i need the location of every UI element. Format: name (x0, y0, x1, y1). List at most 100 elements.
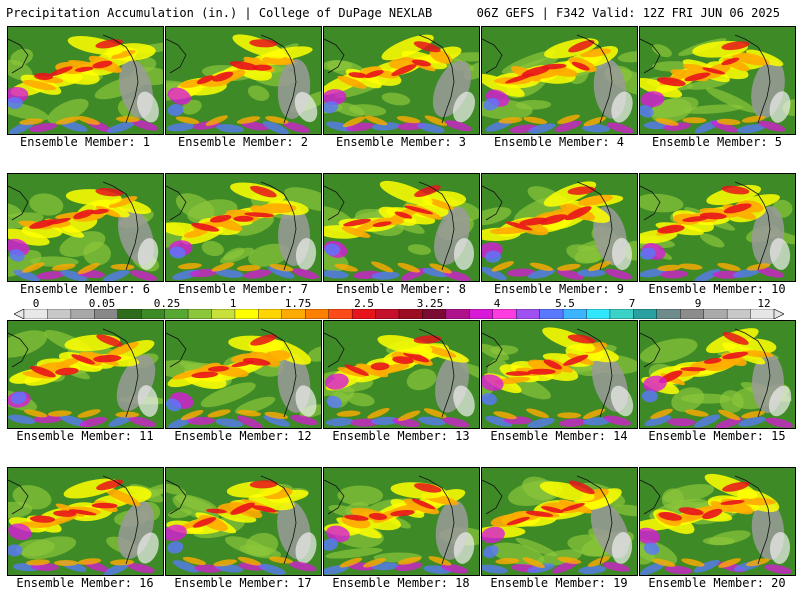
precipitation-map (8, 27, 163, 134)
colorbar-segment (94, 309, 119, 319)
precipitation-map (8, 468, 163, 575)
colorbar-segment (23, 309, 49, 319)
precipitation-map (324, 468, 479, 575)
colorbar-segment (703, 309, 728, 319)
colorbar-segment (117, 309, 142, 319)
ensemble-map-panel (323, 26, 480, 135)
ensemble-map-panel (7, 26, 164, 135)
ensemble-member-label: Ensemble Member: 5 (651, 135, 783, 149)
colorbar-segment (445, 309, 471, 319)
colorbar-segment (187, 309, 213, 319)
precipitation-map (482, 174, 637, 281)
colorbar-segment (726, 309, 752, 319)
ensemble-member-label: Ensemble Member: 10 (648, 282, 786, 296)
precipitation-map (166, 468, 321, 575)
ensemble-map-panel (639, 320, 796, 429)
run-valid-time: 06Z GEFS | F342 Valid: 12Z FRI JUN 06 20… (476, 6, 780, 20)
colorbar-tick-label: 2.5 (354, 297, 374, 310)
ensemble-map-panel (481, 26, 638, 135)
precipitation-map (8, 174, 163, 281)
ensemble-member-label: Ensemble Member: 6 (19, 282, 151, 296)
precipitation-map (640, 468, 795, 575)
ensemble-member-label: Ensemble Member: 13 (332, 429, 470, 443)
colorbar-tick-label: 7 (628, 297, 636, 310)
precipitation-map (324, 174, 479, 281)
ensemble-member-label: Ensemble Member: 14 (490, 429, 628, 443)
ensemble-map-panel (639, 173, 796, 282)
ensemble-member-label: Ensemble Member: 7 (177, 282, 309, 296)
colorbar-tick-label: 1.75 (284, 297, 312, 310)
colorbar-segment (492, 309, 517, 319)
precipitation-map (640, 321, 795, 428)
ensemble-member-label: Ensemble Member: 2 (177, 135, 309, 149)
ensemble-map-panel (7, 467, 164, 576)
ensemble-map-panel (639, 467, 796, 576)
colorbar-segment (562, 309, 588, 319)
colorbar-segment (351, 309, 377, 319)
colorbar-segment (586, 309, 611, 319)
ensemble-member-label: Ensemble Member: 1 (19, 135, 151, 149)
colorbar-tick-label: 3.25 (416, 297, 444, 310)
ensemble-member-label: Ensemble Member: 8 (335, 282, 467, 296)
colorbar-segment (680, 309, 705, 319)
colorbar-tick-label: 0.25 (153, 297, 181, 310)
precipitation-map (166, 174, 321, 281)
colorbar-segment (515, 309, 541, 319)
colorbar-tick-label: 4 (493, 297, 501, 310)
colorbar-segment (633, 309, 658, 319)
ensemble-member-label: Ensemble Member: 19 (490, 576, 628, 590)
ensemble-member-label: Ensemble Member: 18 (332, 576, 470, 590)
ensemble-map-panel (639, 26, 796, 135)
colorbar-segment (258, 309, 283, 319)
ensemble-map-panel (323, 173, 480, 282)
ensemble-member-label: Ensemble Member: 16 (16, 576, 154, 590)
ensemble-map-panel (7, 320, 164, 429)
ensemble-map-panel (481, 173, 638, 282)
ensemble-map-panel (7, 173, 164, 282)
colorbar-segment (539, 309, 564, 319)
colorbar-segment (47, 309, 72, 319)
precipitation-map (640, 27, 795, 134)
ensemble-member-label: Ensemble Member: 4 (493, 135, 625, 149)
colorbar-tick-label: 0.05 (88, 297, 116, 310)
ensemble-member-label: Ensemble Member: 9 (493, 282, 625, 296)
colorbar-segment (422, 309, 447, 319)
colorbar-min-arrow (14, 309, 25, 319)
ensemble-member-label: Ensemble Member: 15 (648, 429, 786, 443)
ensemble-map-panel (323, 320, 480, 429)
ensemble-member-label: Ensemble Member: 3 (335, 135, 467, 149)
colorbar-tick-label: 5.5 (555, 297, 575, 310)
colorbar-tick-label: 1 (229, 297, 237, 310)
colorbar-segment (656, 309, 681, 319)
precipitation-map (166, 27, 321, 134)
colorbar-tick-label: 0 (32, 297, 40, 310)
colorbar-segment (375, 309, 400, 319)
colorbar-segment (164, 309, 189, 319)
colorbar-segment (328, 309, 353, 319)
colorbar-segment (281, 309, 306, 319)
ensemble-map-panel (165, 26, 322, 135)
ensemble-map-panel (323, 467, 480, 576)
colorbar-segment (140, 309, 166, 319)
precipitation-map (8, 321, 163, 428)
precipitation-map (324, 321, 479, 428)
colorbar-segment (750, 309, 775, 319)
ensemble-member-label: Ensemble Member: 20 (648, 576, 786, 590)
precipitation-map (640, 174, 795, 281)
precipitation-map (482, 321, 637, 428)
ensemble-map-panel (165, 467, 322, 576)
ensemble-member-label: Ensemble Member: 17 (174, 576, 312, 590)
ensemble-map-panel (165, 173, 322, 282)
colorbar-segment (469, 309, 494, 319)
ensemble-member-label: Ensemble Member: 11 (16, 429, 154, 443)
precipitation-map (482, 468, 637, 575)
ensemble-map-panel (481, 320, 638, 429)
colorbar-max-arrow (773, 309, 784, 319)
colorbar-tick-label: 12 (757, 297, 771, 310)
precipitation-map (324, 27, 479, 134)
ensemble-map-panel (165, 320, 322, 429)
ensemble-member-label: Ensemble Member: 12 (174, 429, 312, 443)
colorbar-segment (609, 309, 635, 319)
colorbar-segment (70, 309, 96, 319)
precipitation-colorbar (14, 309, 784, 319)
